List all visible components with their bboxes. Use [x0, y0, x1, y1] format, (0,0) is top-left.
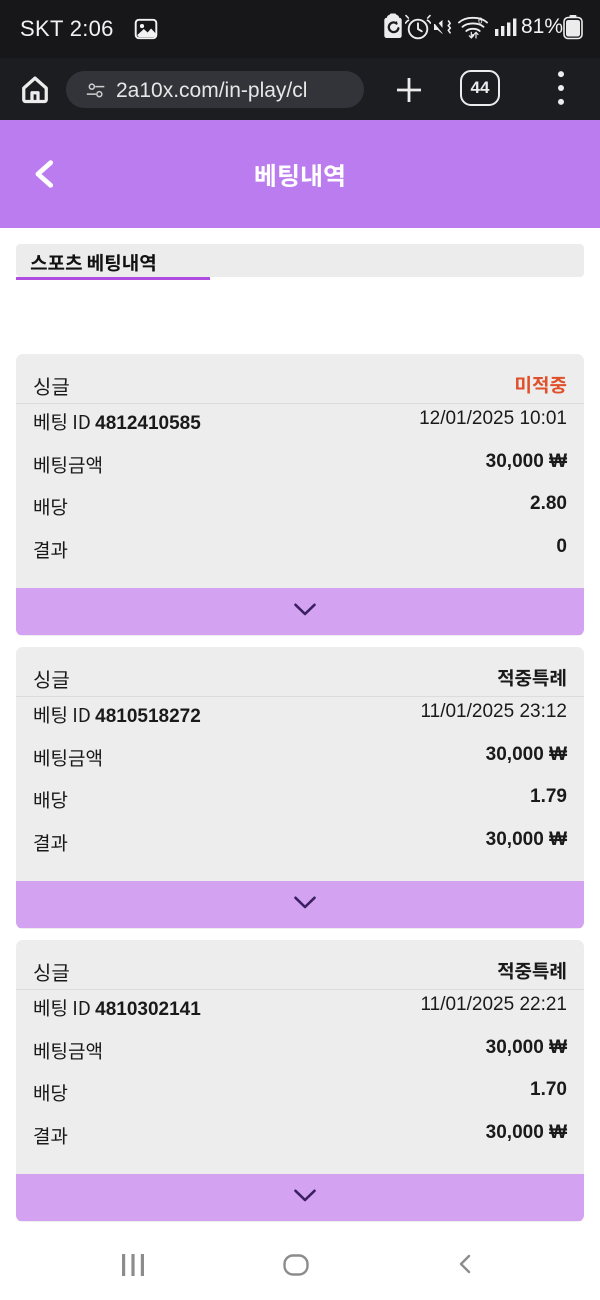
- svg-text:6: 6: [478, 17, 483, 26]
